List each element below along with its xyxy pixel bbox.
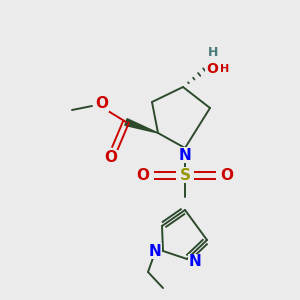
Polygon shape — [125, 119, 158, 133]
Text: N: N — [148, 244, 161, 259]
Text: O: O — [136, 167, 149, 182]
Text: O: O — [220, 167, 233, 182]
Text: N: N — [189, 254, 201, 269]
Text: O: O — [104, 151, 118, 166]
Text: O: O — [95, 97, 109, 112]
Text: H: H — [220, 64, 229, 74]
Text: N: N — [178, 148, 191, 163]
Text: S: S — [179, 167, 191, 182]
Text: H: H — [208, 46, 218, 59]
Text: O: O — [206, 62, 218, 76]
